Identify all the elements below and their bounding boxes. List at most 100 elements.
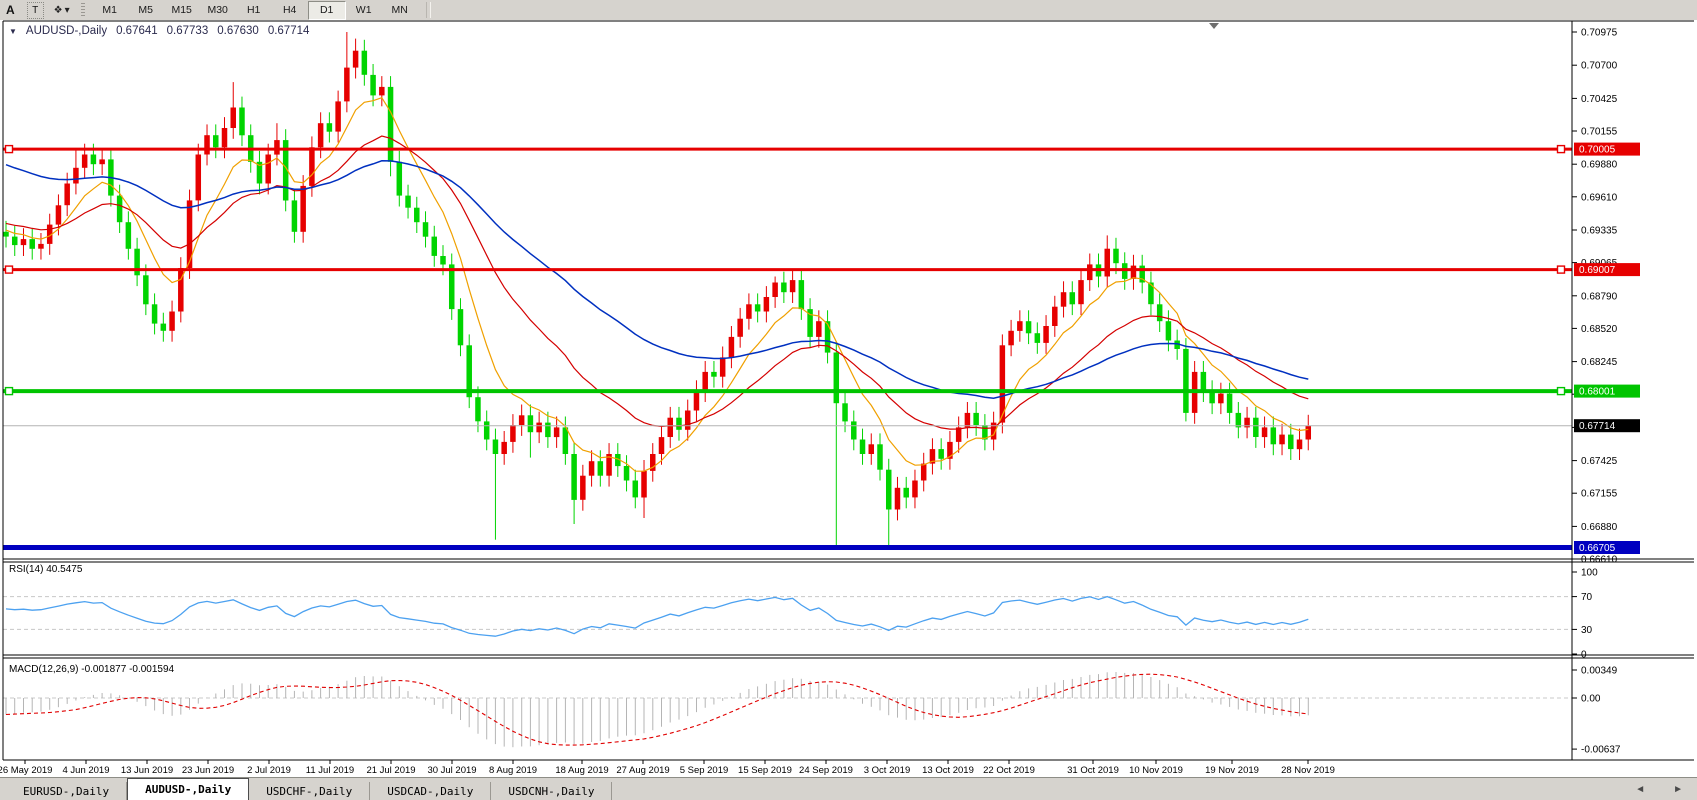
- price-axis-label: 0.67155: [1581, 489, 1618, 500]
- ma-fast-line: [5, 96, 1309, 472]
- date-axis-label: 11 Jul 2019: [306, 765, 354, 776]
- axis-price-badge: 0.67714: [1574, 419, 1640, 433]
- rsi-axis-label: 70: [1581, 592, 1593, 603]
- date-axis-label: 10 Nov 2019: [1129, 765, 1183, 776]
- low-value: 0.67630: [217, 25, 259, 37]
- timeframe-button-d1[interactable]: D1: [307, 0, 346, 20]
- timeframe-button-m15[interactable]: M15: [171, 4, 192, 16]
- candlestick-series: [3, 32, 1312, 547]
- date-axis-label: 4 Jun 2019: [62, 765, 109, 776]
- date-axis-label: 22 Oct 2019: [983, 765, 1035, 776]
- svg-text:0.68001: 0.68001: [1579, 387, 1616, 398]
- price-axis-label: 0.70700: [1581, 61, 1618, 72]
- timeframe-button-m1[interactable]: M1: [102, 4, 117, 16]
- svg-text:0.67714: 0.67714: [1579, 421, 1616, 432]
- date-axis-label: 30 Jul 2019: [427, 765, 476, 776]
- chart-tab-usdcnh[interactable]: USDCNH-,Daily: [491, 782, 613, 800]
- date-axis-label: 19 Nov 2019: [1205, 765, 1259, 776]
- hline-0.69007[interactable]: [3, 265, 1572, 274]
- macd-histogram: [5, 672, 1309, 748]
- symbol-tab-bar: EURUSD-,Daily AUDUSD-,Daily USDCHF-,Daily U…: [0, 777, 1697, 800]
- chart-tab-usdcad[interactable]: USDCAD-,Daily: [370, 782, 492, 800]
- objects-icon: ❖: [53, 4, 63, 16]
- chart-tab-usdchf[interactable]: USDCHF-,Daily: [249, 782, 371, 800]
- tab-scroll-left-button[interactable]: ◄: [1635, 783, 1646, 795]
- price-axis-label: 0.66880: [1581, 522, 1618, 533]
- price-axis-label: 0.68790: [1581, 291, 1618, 302]
- date-axis-label: 21 Jul 2019: [366, 765, 415, 776]
- high-value: 0.67733: [166, 25, 209, 37]
- date-axis-label: 28 Nov 2019: [1281, 765, 1335, 776]
- macd-axis-label: -0.00637: [1581, 745, 1621, 756]
- timeframe-button-h1[interactable]: H1: [246, 4, 261, 16]
- price-axis-label: 0.70155: [1581, 127, 1618, 138]
- hline-0.68001[interactable]: [3, 386, 1572, 396]
- objects-dropdown-button[interactable]: ❖ ▾: [50, 5, 74, 16]
- timeframe-button-mn[interactable]: MN: [391, 4, 408, 16]
- tab-scroll-right-button[interactable]: ►: [1673, 783, 1683, 795]
- line-handle[interactable]: [4, 265, 14, 274]
- line-handle[interactable]: [1556, 265, 1566, 274]
- line-handle[interactable]: [4, 144, 14, 154]
- date-axis-label: 31 Oct 2019: [1067, 765, 1119, 776]
- price-axis-label: 0.69880: [1581, 160, 1618, 171]
- line-handle[interactable]: [1556, 386, 1566, 396]
- date-axis-label: 13 Oct 2019: [922, 765, 974, 776]
- price-axis-label: 0.67425: [1581, 456, 1618, 467]
- price-axis-label: 0.70975: [1581, 28, 1618, 39]
- line-handle[interactable]: [4, 386, 14, 396]
- macd-axis-label: 0.00: [1581, 694, 1601, 705]
- date-axis-label: 3 Oct 2019: [864, 765, 910, 776]
- date-axis-label: 27 Aug 2019: [616, 765, 669, 776]
- toolbar-grip[interactable]: [80, 3, 85, 17]
- ma-slow-line: [5, 160, 1309, 399]
- chevron-down-icon: ▾: [64, 4, 70, 16]
- timeframe-button-m30[interactable]: M30: [207, 4, 228, 16]
- date-axis-label: 5 Sep 2019: [680, 765, 729, 776]
- chart-title-row: ▼ AUDUSD-,Daily 0.67641 0.67733 0.67630 …: [9, 25, 309, 37]
- macd-axis-label: 0.00349: [1581, 666, 1618, 677]
- chart-tab-eurusd[interactable]: EURUSD-,Daily: [6, 782, 128, 800]
- rsi-axis-label: 0: [1581, 650, 1587, 661]
- date-axis-label: 23 Jun 2019: [182, 765, 234, 776]
- timeframe-button-m5[interactable]: M5: [138, 4, 153, 16]
- axis-price-badge: 0.66705: [1574, 541, 1640, 554]
- line-handle[interactable]: [1556, 144, 1566, 154]
- price-axis-label: 0.68520: [1581, 324, 1618, 335]
- rsi-axis-label: 30: [1581, 625, 1593, 636]
- tab-scroll-arrows: ◄ ►: [1635, 778, 1697, 800]
- chart-tab-audusd[interactable]: AUDUSD-,Daily: [127, 778, 250, 800]
- date-axis-label: 15 Sep 2019: [738, 765, 792, 776]
- price-axis-label: 0.70425: [1581, 94, 1618, 105]
- svg-text:0.70005: 0.70005: [1579, 145, 1616, 156]
- axis-price-badge: 0.70005: [1574, 142, 1640, 156]
- timeframe-button-w1[interactable]: W1: [355, 4, 372, 16]
- axis-price-badge: 0.68001: [1574, 384, 1640, 398]
- rsi-axis-label: 100: [1581, 568, 1598, 579]
- date-axis-label: 13 Jun 2019: [121, 765, 173, 776]
- date-axis-label: 26 May 2019: [0, 765, 52, 776]
- text-label-tool-button[interactable]: T: [26, 1, 44, 19]
- text-tool-button[interactable]: A: [6, 3, 15, 17]
- chart-shift-marker[interactable]: [1209, 23, 1219, 29]
- symbol-period-label: AUDUSD-,Daily: [25, 25, 108, 37]
- price-axis-label: 0.68245: [1581, 357, 1618, 368]
- price-axis-label: 0.69610: [1581, 192, 1618, 203]
- price-axis-label: 0.66610: [1581, 555, 1618, 566]
- collapse-arrow-icon[interactable]: ▼: [9, 26, 17, 36]
- date-axis-label: 24 Sep 2019: [799, 765, 853, 776]
- timeframe-button-group: M1 M5 M15 M30 H1 H4 D1 W1 MN: [92, 0, 418, 20]
- rsi-label: RSI(14) 40.5475: [9, 564, 83, 575]
- date-axis-label: 2 Jul 2019: [247, 765, 291, 776]
- svg-text:0.66705: 0.66705: [1579, 543, 1616, 554]
- close-value: 0.67714: [267, 25, 310, 37]
- hline-0.70005[interactable]: [3, 144, 1572, 154]
- timeframe-button-h4[interactable]: H4: [282, 4, 297, 16]
- top-toolbar: A T ❖ ▾ M1 M5 M15 M30 H1 H4 D1 W1 MN: [0, 0, 1697, 20]
- macd-signal-line: [5, 673, 1309, 746]
- toolbar-separator: [425, 2, 431, 18]
- svg-text:0.69007: 0.69007: [1579, 265, 1616, 276]
- axis-price-badge: 0.69007: [1574, 263, 1640, 277]
